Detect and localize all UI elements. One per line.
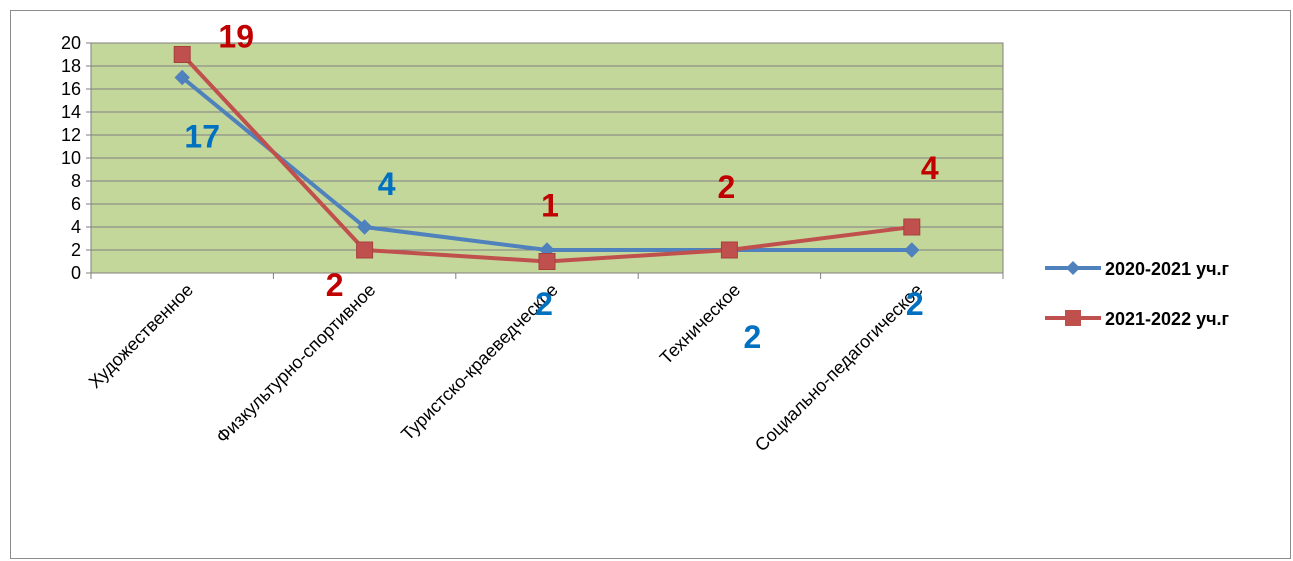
data-label: 2 bbox=[535, 286, 553, 322]
series-point bbox=[904, 242, 920, 258]
series-point bbox=[173, 46, 191, 63]
data-label: 2 bbox=[718, 169, 736, 205]
y-tick-label: 20 bbox=[61, 33, 81, 53]
legend-label-1: 2020-2021 уч.г bbox=[1105, 259, 1230, 279]
data-label: 1 bbox=[541, 188, 559, 224]
y-tick-label: 8 bbox=[71, 171, 81, 191]
series-point bbox=[720, 241, 738, 259]
data-label: 4 bbox=[378, 166, 396, 202]
data-label: 2 bbox=[326, 267, 344, 303]
legend-marker bbox=[1065, 310, 1081, 326]
series-point bbox=[174, 69, 190, 86]
series-point bbox=[903, 218, 921, 236]
data-label: 4 bbox=[921, 150, 939, 186]
x-tick-label: Социально-педагогическое bbox=[751, 280, 927, 456]
x-tick-label: Физкультурно-спортивное bbox=[212, 280, 379, 447]
data-label: 2 bbox=[744, 319, 762, 355]
y-tick-label: 0 bbox=[71, 263, 81, 283]
y-tick-label: 18 bbox=[61, 56, 81, 76]
y-tick-label: 14 bbox=[61, 102, 81, 122]
series-point bbox=[356, 241, 374, 259]
series-point bbox=[356, 219, 373, 235]
y-tick-label: 12 bbox=[61, 125, 81, 145]
y-tick-label: 6 bbox=[71, 194, 81, 214]
data-label: 19 bbox=[218, 19, 254, 55]
y-tick-label: 2 bbox=[71, 240, 81, 260]
data-label: 17 bbox=[184, 119, 220, 155]
y-tick-label: 16 bbox=[61, 79, 81, 99]
y-tick-label: 10 bbox=[61, 148, 81, 168]
series-point bbox=[538, 253, 556, 270]
y-tick-label: 4 bbox=[71, 217, 81, 237]
x-tick-label: Художественное bbox=[85, 280, 197, 392]
x-tick-label: Техническое bbox=[656, 280, 744, 368]
data-label: 2 bbox=[906, 286, 924, 322]
legend-marker bbox=[1066, 261, 1080, 275]
legend-label-2: 2021-2022 уч.г bbox=[1105, 309, 1230, 329]
